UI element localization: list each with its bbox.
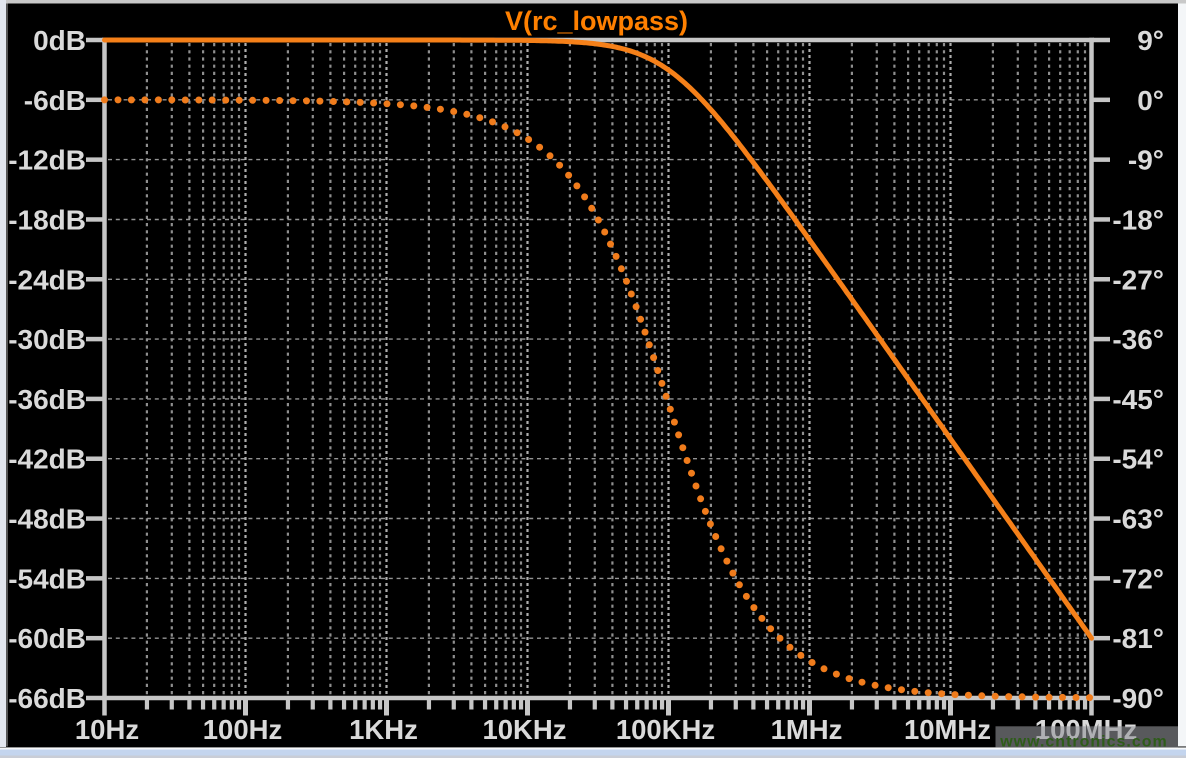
svg-text:-81°: -81°: [1112, 623, 1164, 654]
svg-text:-36°: -36°: [1112, 324, 1164, 355]
svg-text:-42dB: -42dB: [8, 444, 86, 475]
svg-text:100KHz: 100KHz: [616, 714, 715, 745]
svg-text:9°: 9°: [1137, 25, 1164, 56]
svg-text:0dB: 0dB: [33, 25, 86, 56]
svg-text:-48dB: -48dB: [8, 504, 86, 535]
svg-text:-24dB: -24dB: [8, 264, 86, 295]
svg-text:-45°: -45°: [1112, 384, 1164, 415]
svg-text:-12dB: -12dB: [8, 145, 86, 176]
svg-text:-72°: -72°: [1112, 563, 1164, 594]
svg-text:10MHz: 10MHz: [904, 714, 991, 745]
svg-text:V(rc_lowpass): V(rc_lowpass): [505, 6, 688, 36]
svg-text:-6dB: -6dB: [24, 85, 86, 116]
svg-text:10KHz: 10KHz: [482, 714, 566, 745]
svg-text:-60dB: -60dB: [8, 623, 86, 654]
svg-text:-54°: -54°: [1112, 444, 1164, 475]
svg-text:10Hz: 10Hz: [75, 714, 139, 745]
svg-text:-90°: -90°: [1112, 683, 1164, 714]
svg-text:0°: 0°: [1137, 85, 1164, 116]
svg-text:-54dB: -54dB: [8, 563, 86, 594]
svg-text:-30dB: -30dB: [8, 324, 86, 355]
svg-text:-18dB: -18dB: [8, 205, 86, 236]
svg-text:1KHz: 1KHz: [349, 714, 418, 745]
svg-text:-63°: -63°: [1112, 504, 1164, 535]
svg-text:www.cntronics.com: www.cntronics.com: [999, 734, 1168, 751]
svg-text:-36dB: -36dB: [8, 384, 86, 415]
svg-text:1MHz: 1MHz: [771, 714, 843, 745]
svg-text:-18°: -18°: [1112, 205, 1164, 236]
svg-text:-66dB: -66dB: [8, 683, 86, 714]
svg-text:-27°: -27°: [1112, 264, 1164, 295]
svg-text:-9°: -9°: [1128, 145, 1164, 176]
svg-text:100Hz: 100Hz: [203, 714, 283, 745]
